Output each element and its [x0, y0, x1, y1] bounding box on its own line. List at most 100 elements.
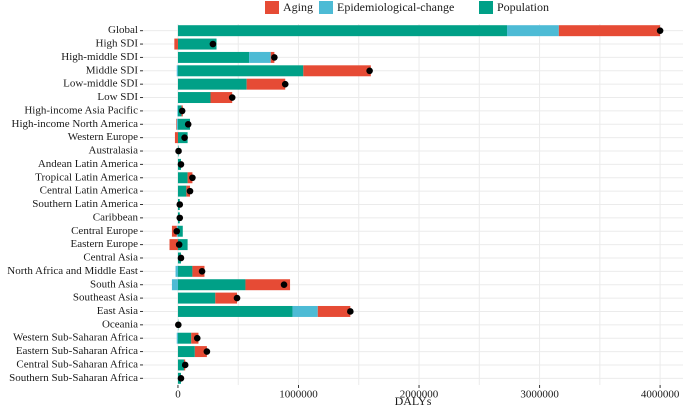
bar-segment — [177, 346, 195, 358]
total-marker — [186, 187, 194, 195]
legend-label: Aging — [283, 0, 313, 14]
y-tick-label: East Asia — [97, 305, 138, 317]
bar-segment — [177, 292, 216, 304]
bar-segment — [174, 38, 178, 50]
x-tick-label: 3000000 — [520, 389, 559, 401]
bar-segment — [177, 279, 246, 291]
bar-segment — [177, 51, 250, 63]
total-marker — [175, 321, 182, 329]
bar-segment — [292, 305, 318, 317]
total-marker — [233, 294, 241, 302]
total-marker — [173, 227, 181, 235]
total-marker — [184, 120, 192, 128]
total-marker — [177, 254, 185, 262]
total-marker — [177, 375, 185, 382]
bar-segment — [507, 25, 559, 37]
bar-segment — [177, 265, 193, 277]
x-tick-label: 1000000 — [279, 389, 318, 401]
bar-segment — [177, 65, 304, 77]
y-tick-label: High-income Asia Pacific — [24, 104, 138, 116]
y-tick-label: Southeast Asia — [73, 292, 138, 304]
bar-segment — [171, 279, 178, 291]
bar-segment — [177, 185, 187, 197]
bar-segment — [177, 305, 293, 317]
legend-key — [319, 1, 333, 14]
y-tick-label: Andean Latin America — [38, 158, 138, 170]
total-marker — [189, 174, 196, 182]
y-tick-label: South Asia — [90, 278, 138, 290]
y-tick-label: Central Asia — [83, 252, 138, 264]
bar-segment — [177, 332, 192, 344]
y-tick-label: Western Sub-Saharan Africa — [13, 332, 138, 344]
bar-segment — [246, 78, 286, 90]
y-tick-label: Central Latin America — [40, 185, 138, 197]
bar-segment — [175, 265, 178, 277]
bar-segment — [303, 65, 371, 77]
total-marker — [366, 67, 373, 75]
total-marker — [181, 134, 188, 141]
bar-segment — [177, 225, 183, 237]
bar-segment — [177, 78, 247, 90]
bar-segment — [169, 239, 178, 251]
x-tick-label: 2000000 — [400, 389, 439, 401]
y-tick-label: High-middle SDI — [61, 51, 138, 63]
total-marker — [175, 241, 183, 248]
bar-segment — [177, 239, 188, 251]
total-marker — [347, 308, 354, 315]
bar-segment — [176, 65, 178, 77]
total-marker — [271, 54, 278, 61]
bar-segment — [177, 92, 211, 104]
bar-segment — [177, 118, 191, 130]
y-tick-label: Middle SDI — [86, 64, 139, 76]
x-tick-label: 0 — [175, 389, 181, 401]
bar-segment — [215, 292, 238, 304]
y-tick-label: Eastern Sub-Saharan Africa — [16, 345, 138, 357]
y-tick-label: Low-middle SDI — [63, 78, 138, 90]
y-tick-label: Global — [108, 24, 138, 36]
total-marker — [280, 281, 288, 289]
legend-key — [479, 1, 493, 14]
bar-segment — [176, 332, 178, 344]
bar-segment — [177, 172, 188, 184]
bar-segment — [558, 25, 661, 37]
y-tick-label: Caribbean — [93, 211, 139, 223]
bar-segment — [177, 38, 217, 50]
total-marker — [178, 107, 186, 115]
y-tick-label: Central Europe — [71, 225, 138, 237]
legend-key — [265, 1, 279, 14]
y-tick-label: Central Sub-Saharan Africa — [16, 358, 138, 370]
y-tick-label: Tropical Latin America — [35, 171, 138, 183]
total-marker — [193, 334, 201, 342]
y-tick-label: High SDI — [96, 38, 139, 50]
y-tick-label: Eastern Europe — [71, 238, 139, 250]
y-tick-label: Low SDI — [97, 91, 138, 103]
bar-segment — [174, 132, 178, 144]
bar-segment — [176, 118, 178, 130]
y-tick-label: Australasia — [89, 145, 139, 157]
bar-segment — [176, 118, 177, 130]
bar-segment — [245, 279, 291, 291]
y-tick-label: Southern Sub-Saharan Africa — [9, 372, 138, 384]
x-tick-label: 4000000 — [641, 389, 680, 401]
total-marker — [198, 268, 206, 275]
total-marker — [656, 27, 664, 34]
bar-segment — [177, 359, 184, 371]
bar-segment — [249, 51, 271, 63]
total-marker — [176, 214, 184, 222]
bar-segment — [210, 92, 233, 104]
y-tick-label: Western Europe — [68, 131, 138, 143]
total-marker — [203, 348, 211, 355]
total-marker — [281, 80, 289, 88]
legend-label: Population — [497, 0, 549, 14]
total-marker — [228, 94, 236, 101]
x-axis-label: DALYs — [395, 394, 432, 408]
y-tick-label: Southern Latin America — [32, 198, 138, 210]
bar-segment — [194, 346, 207, 358]
bar-segment — [317, 305, 351, 317]
y-tick-label: High-income North America — [12, 118, 139, 130]
bar-segment — [177, 25, 508, 37]
legend-label: Epidemiological-change — [337, 0, 454, 14]
bar-segment — [177, 105, 178, 117]
y-tick-label: North Africa and Middle East — [7, 265, 138, 277]
